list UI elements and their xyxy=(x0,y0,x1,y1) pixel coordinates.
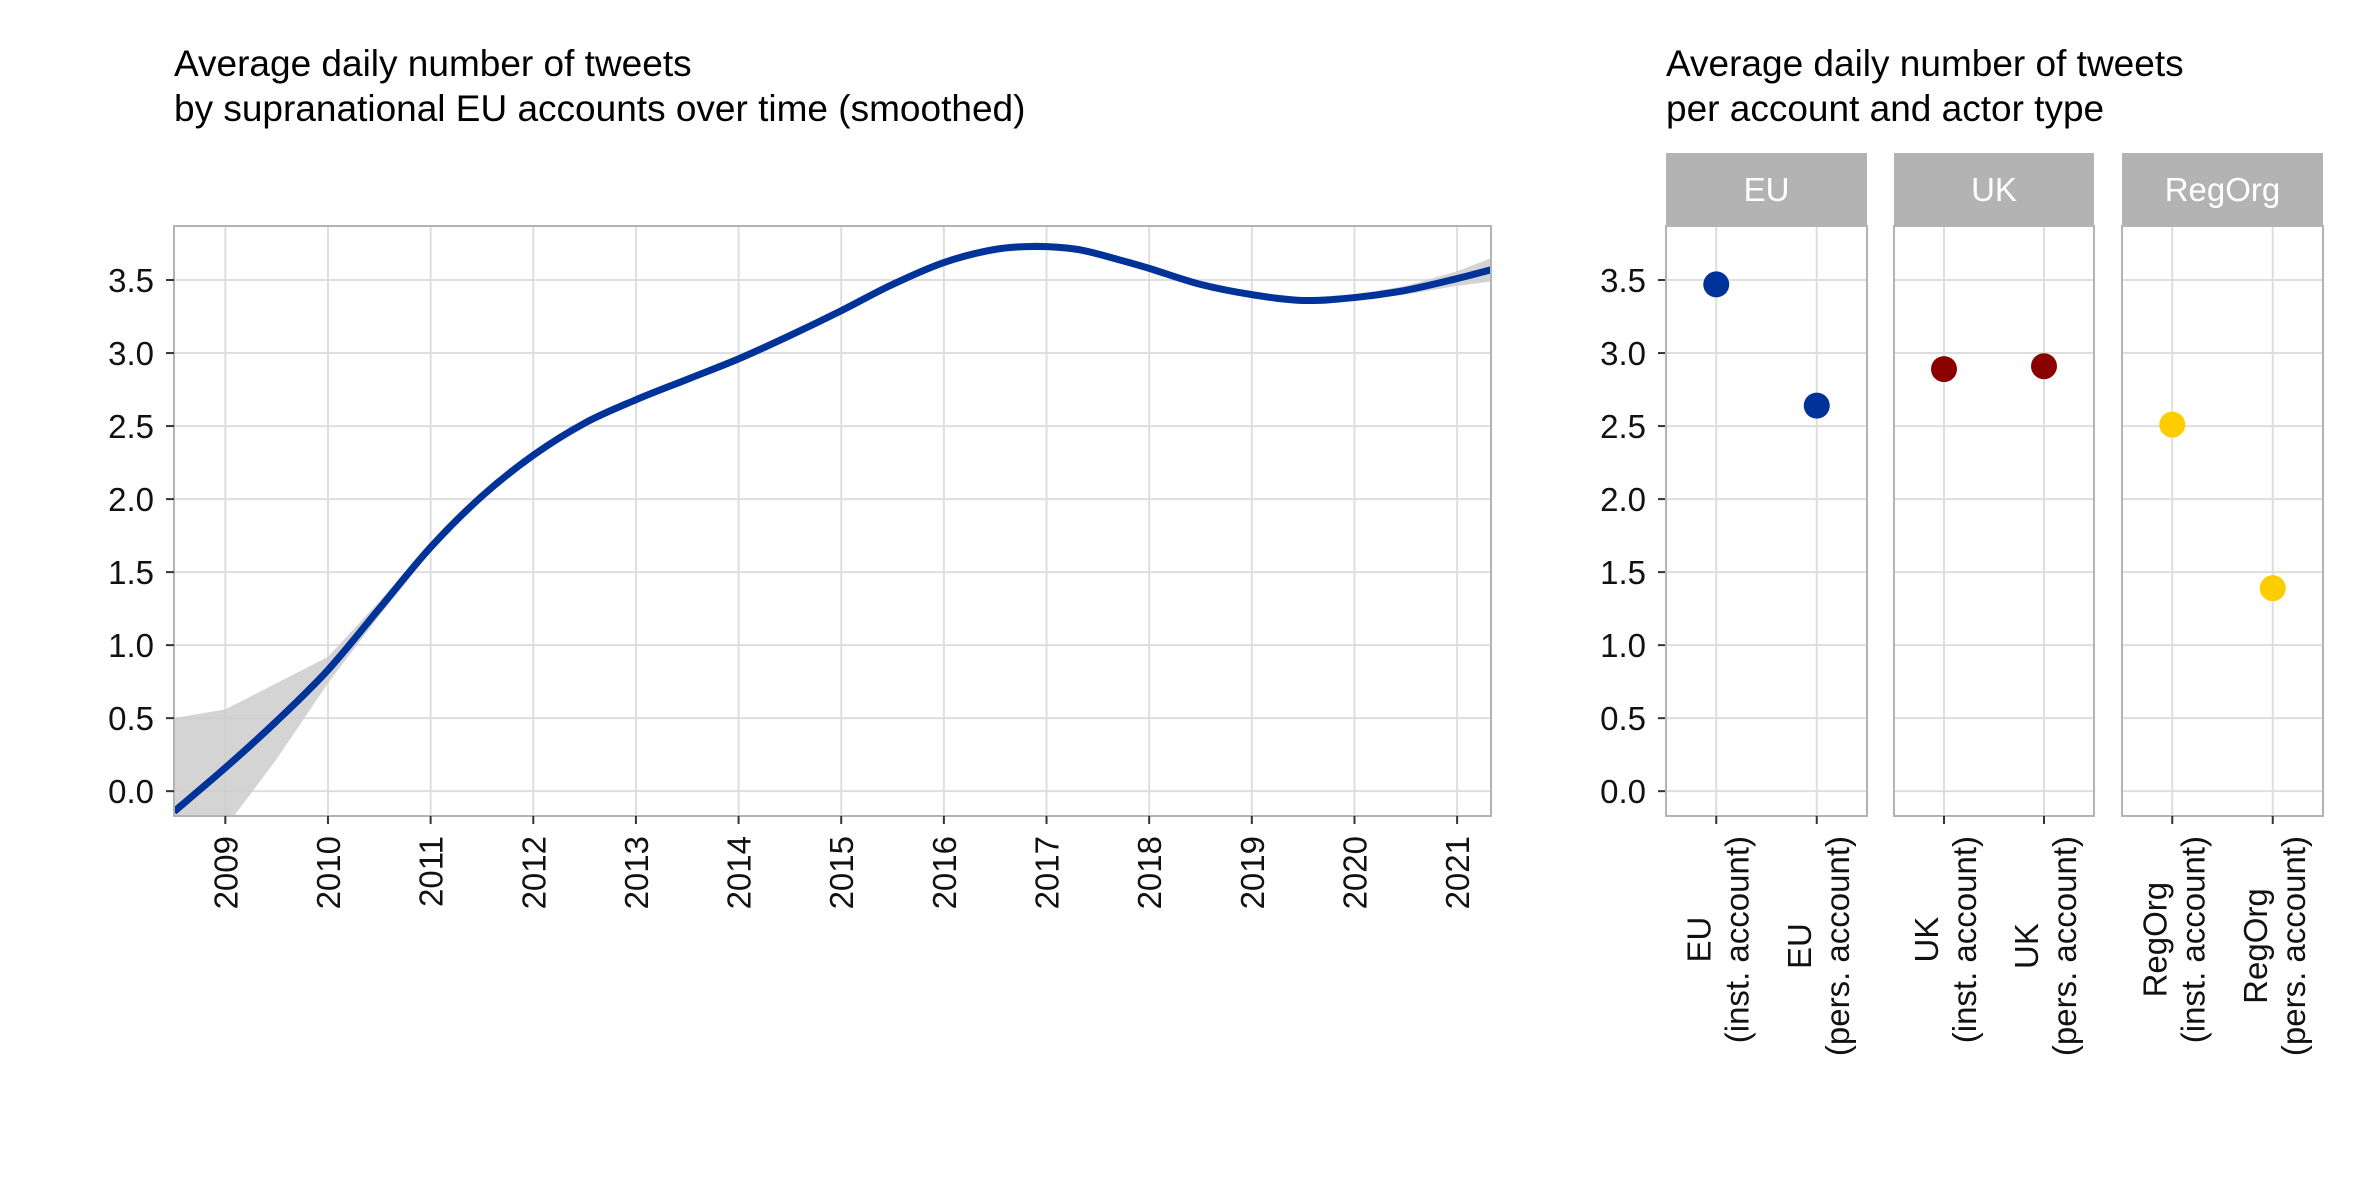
facet-panel-eu: EU EU(inst. account) EU(pers. account) xyxy=(1665,153,1868,1056)
left-x-tick-label: 2015 xyxy=(823,836,860,909)
left-y-tick-label: 2.0 xyxy=(108,481,154,518)
data-point xyxy=(1931,356,1957,383)
left-x-tick-label: 2019 xyxy=(1234,836,1271,909)
right-y-tick-label: 3.0 xyxy=(1600,335,1646,372)
facet-frame xyxy=(1665,225,1868,817)
left-x-tick-label: 2017 xyxy=(1029,836,1066,909)
facet-strip-label: EU xyxy=(1744,171,1790,208)
left-y-tick-label: 2.5 xyxy=(108,408,154,445)
facet-x-tick-label: RegOrg(pers. account) xyxy=(2237,836,2312,1056)
left-y-tick-label: 0.5 xyxy=(108,700,154,737)
left-x-axis: 2009 2010 2011 2012 2013 2014 2015 2016 2017 2018… xyxy=(207,816,1476,909)
right-y-tick-label: 3.5 xyxy=(1600,262,1646,299)
facet-x-tick-label: UK(inst. account) xyxy=(1908,836,1983,1043)
left-y-tick-label: 1.5 xyxy=(108,554,154,591)
left-line-chart: Average daily number of tweets by supran… xyxy=(108,43,1492,909)
left-x-tick-label: 2020 xyxy=(1336,836,1373,909)
right-chart-title-line-2: per account and actor type xyxy=(1666,88,2104,129)
data-point xyxy=(1703,271,1730,298)
data-point xyxy=(2031,353,2057,380)
left-series-clip xyxy=(174,242,1491,816)
facet-frame xyxy=(2121,225,2324,817)
facet-strip xyxy=(1666,153,1867,226)
left-y-axis: 0.0 0.5 1.0 1.5 2.0 2.5 3.0 3.5 xyxy=(108,262,174,810)
right-y-tick-label: 1.5 xyxy=(1600,554,1646,591)
facet-strip-label: UK xyxy=(1971,171,2017,208)
facet-x-tick-label: UK(pers. account) xyxy=(2008,836,2083,1056)
left-chart-title-line-1: Average daily number of tweets xyxy=(174,43,692,84)
smoothed-trend-line xyxy=(174,242,1491,815)
right-chart-title-line-1: Average daily number of tweets xyxy=(1666,43,2184,84)
left-y-tick-label: 1.0 xyxy=(108,627,154,664)
left-y-tick-label: 3.0 xyxy=(108,335,154,372)
left-y-tick-label: 3.5 xyxy=(108,262,154,299)
facet-frame xyxy=(1893,225,2095,817)
facet-x-tick-label: EU(inst. account) xyxy=(1680,836,1755,1043)
data-point xyxy=(1803,392,1830,419)
facet-strip-label: RegOrg xyxy=(2165,171,2281,208)
left-x-tick-label: 2016 xyxy=(926,836,963,909)
right-y-tick-label: 0.5 xyxy=(1600,700,1646,737)
left-x-tick-label: 2009 xyxy=(207,836,244,909)
facet-x-tick-label: RegOrg(inst. account) xyxy=(2136,836,2211,1043)
right-y-axis: 0.0 0.5 1.0 1.5 2.0 2.5 3.0 3.5 xyxy=(1600,262,1666,810)
data-point xyxy=(2259,575,2286,602)
left-chart-title-line-2: by supranational EU accounts over time (… xyxy=(174,88,1025,129)
left-x-tick-label: 2018 xyxy=(1131,836,1168,909)
left-x-tick-label: 2010 xyxy=(310,836,347,909)
left-x-tick-label: 2012 xyxy=(515,836,552,909)
left-x-tick-label: 2014 xyxy=(721,836,758,909)
facet-panel-regorg: RegOrg RegOrg(inst. account) RegOrg(pers. … xyxy=(2121,153,2324,1056)
right-y-tick-label: 0.0 xyxy=(1600,773,1646,810)
facet-panel-uk: UK UK(inst. account) UK(pers. account) xyxy=(1893,153,2095,1056)
left-gridlines xyxy=(174,226,1491,816)
left-x-tick-label: 2013 xyxy=(618,836,655,909)
right-y-tick-label: 2.5 xyxy=(1600,408,1646,445)
facet-strip xyxy=(2122,153,2323,226)
facet-x-tick-label: EU(pers. account) xyxy=(1781,836,1856,1056)
left-x-tick-label: 2021 xyxy=(1439,836,1476,909)
left-series xyxy=(174,242,1491,816)
right-dot-chart: Average daily number of tweets per accou… xyxy=(1600,43,2324,1056)
facet-strip xyxy=(1894,153,2094,226)
right-y-tick-label: 1.0 xyxy=(1600,627,1646,664)
left-plot-frame xyxy=(173,225,1492,817)
left-x-tick-label: 2011 xyxy=(413,836,450,907)
data-point xyxy=(2159,411,2186,438)
right-y-tick-label: 2.0 xyxy=(1600,481,1646,518)
left-y-tick-label: 0.0 xyxy=(108,773,154,810)
